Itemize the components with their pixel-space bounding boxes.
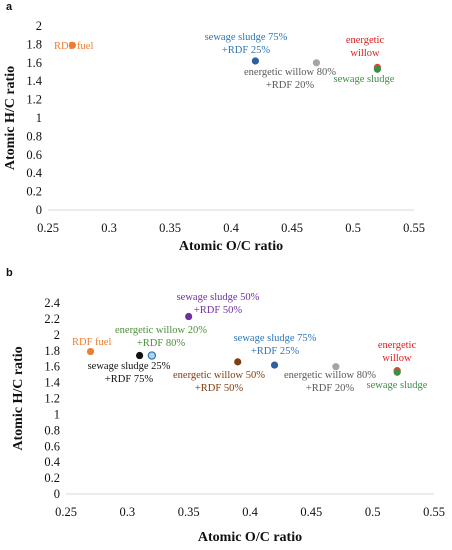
data-label-line: +RDF 25% [251,346,299,357]
y-axis-label: Atomic H/C ratio [11,346,26,450]
data-label-line: +RDF 50% [194,305,242,316]
x-tick-label: 0.55 [423,505,445,519]
data-label-line: +RDF 75% [105,374,153,385]
y-tick-label: 0.4 [26,166,42,180]
data-label-line: +RDF 25% [222,45,270,56]
data-label-line: sewage sludge [334,74,395,85]
data-point [86,347,95,356]
x-tick-label: 0.35 [178,505,200,519]
x-tick-label: 0.5 [365,505,381,519]
data-label: sewage sludge 25% +RDF 75% [88,361,171,385]
data-label: RDF fuel [72,337,111,348]
y-tick-label: 1 [54,407,60,421]
x-tick-label: 0.4 [223,221,239,235]
data-label: energetic willow [346,35,385,59]
data-label-line: +RDF 20% [306,383,354,394]
y-tick-label: 0 [36,203,42,217]
data-label-line: energetic [346,35,385,46]
data-label-line: energetic willow 50% [173,370,265,381]
y-tick-label: 0.2 [26,185,42,199]
y-tick-label: 0.8 [26,129,42,143]
y-tick-label: 1.6 [26,56,42,70]
panel-letter: a [6,1,13,13]
data-label-line: sewage sludge 75% [205,32,288,43]
data-label: energetic willow 50% +RDF 50% [173,370,265,394]
x-tick-label: 0.45 [281,221,303,235]
data-point [393,368,401,376]
data-label: sewage sludge [367,380,428,391]
data-label-line: sewage sludge [367,380,428,391]
y-axis-label: Atomic H/C ratio [3,66,18,170]
chart-panel-a: a 0.25 0.3 0.35 0.4 0.45 0.5 0.55 0 0.2 0.4 0.6 0.8 1… [3,1,425,254]
data-point [147,351,157,360]
x-tick-label: 0.55 [403,221,425,235]
x-tick-label: 0.3 [101,221,117,235]
y-tick-label: 0.4 [44,455,60,469]
data-label-line: sewage sludge 50% [177,292,260,303]
data-label: sewage sludge [334,74,395,85]
data-label-line: sewage sludge 75% [234,333,317,344]
x-axis-label: Atomic O/C ratio [179,239,283,254]
data-label-line: +RDF 80% [137,338,185,349]
data-label: energetic willow 80% +RDF 20% [244,67,336,91]
y-tick-label: 1.2 [44,392,60,406]
y-tick-label: 2.2 [44,312,60,326]
x-tick-label: 0.25 [37,221,59,235]
data-label-line: energetic willow 80% [284,370,376,381]
x-tick-label: 0.25 [55,505,77,519]
y-tick-label: 0 [54,487,60,501]
y-tick-label: 2.4 [44,296,60,310]
data-label: sewage sludge 75% +RDF 25% [234,333,317,357]
y-tick-label: 2 [36,19,42,33]
data-point [312,59,320,67]
data-label: energetic willow 20% +RDF 80% [115,325,207,349]
data-point [332,363,340,371]
data-label: RDF fuel [54,41,93,52]
y-tick-label: 1.4 [26,74,42,88]
data-label-line: sewage sludge 25% [88,361,171,372]
data-label-line: RDF fuel [72,337,111,348]
data-label-line: +RDF 20% [266,80,314,91]
y-tick-label: 1.8 [44,344,60,358]
panel-letter: b [6,267,13,279]
data-label: sewage sludge 50% +RDF 50% [177,292,260,316]
chart-panel-b: b 0.25 0.3 0.35 0.4 0.45 0.5 0.55 0 0.2 0.4 0.6 0.8 1… [6,267,445,545]
data-label-line: RDF fuel [54,41,93,52]
x-tick-label: 0.35 [159,221,181,235]
data-point [270,361,279,369]
data-label-line: willow [382,353,412,364]
y-tick-label: 0.2 [44,471,60,485]
data-point [373,65,381,73]
x-tick-label: 0.45 [300,505,322,519]
y-tick-label: 0.6 [44,439,60,453]
x-tick-label: 0.4 [242,505,258,519]
data-label: energetic willow [378,340,417,364]
x-tick-label: 0.3 [120,505,136,519]
y-tick-label: 1.4 [44,376,60,390]
data-point [68,41,76,49]
x-tick-label: 0.5 [345,221,361,235]
data-label-line: +RDF 50% [195,383,243,394]
y-tick-label: 2 [54,328,60,342]
data-label-line: energetic [378,340,417,351]
y-tick-label: 1 [36,111,42,125]
y-tick-label: 0.6 [26,148,42,162]
data-label-line: willow [350,48,380,59]
y-tick-label: 1.6 [44,360,60,374]
y-tick-label: 1.8 [26,37,42,51]
y-tick-label: 1.2 [26,93,42,107]
data-label: energetic willow 80% +RDF 20% [284,370,376,394]
data-point [234,358,242,366]
data-label-line: energetic willow 80% [244,67,336,78]
data-point [136,351,144,360]
data-point [251,57,259,65]
data-point [185,312,193,321]
y-tick-label: 0.8 [44,423,60,437]
x-axis-label: Atomic O/C ratio [198,530,302,545]
data-label-line: energetic willow 20% [115,325,207,336]
data-label: sewage sludge 75% +RDF 25% [205,32,288,56]
